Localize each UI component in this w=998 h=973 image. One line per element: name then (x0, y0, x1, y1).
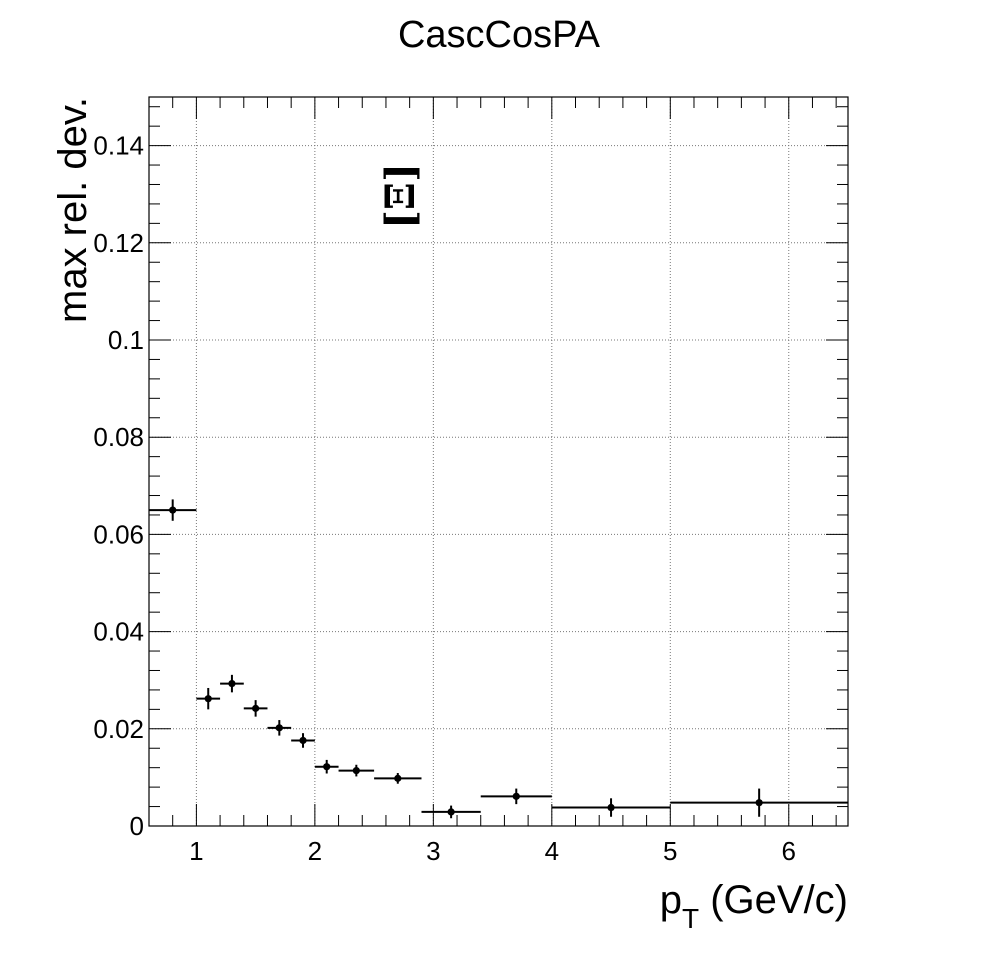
chart-title: CascCosPA (398, 14, 601, 56)
data-point (196, 687, 221, 710)
data-marker (394, 774, 402, 782)
y-tick-label: 0.04 (93, 617, 144, 647)
x-tick-labels: 1 2 3 4 5 6 (189, 836, 796, 866)
y-axis-title: max rel. dev. (51, 97, 95, 323)
data-point (291, 733, 315, 748)
y-tick-label: 0.12 (93, 228, 144, 258)
x-tick-label: 2 (308, 836, 322, 866)
x-axis-title-unit: (GeV/c) (699, 878, 848, 922)
particle-annotation: [Ξ] (377, 163, 424, 229)
data-marker (169, 506, 177, 514)
data-point (220, 674, 244, 693)
y-tick-labels: 0 0.02 0.04 0.06 0.08 0.1 0.12 0.14 (93, 131, 144, 841)
x-tick-label: 4 (545, 836, 559, 866)
x-tick-label: 3 (426, 836, 440, 866)
data-marker (512, 792, 520, 800)
data-point (374, 773, 422, 784)
data-marker (275, 724, 283, 732)
data-point (551, 798, 671, 817)
data-point (267, 720, 292, 736)
x-axis-title-main: p (660, 878, 682, 922)
y-tick-label: 0.06 (93, 519, 144, 549)
axis-ticks (148, 97, 848, 827)
x-tick-label: 5 (663, 836, 677, 866)
x-axis-title: pT (GeV/c) (660, 878, 848, 934)
y-tick-label: 0.02 (93, 714, 144, 744)
x-axis-title-subscript: T (682, 903, 699, 934)
data-marker (204, 695, 212, 703)
y-tick-label: 0.14 (93, 131, 144, 161)
data-marker (607, 803, 615, 812)
data-point (314, 759, 339, 774)
data-marker (252, 704, 260, 712)
data-series (149, 499, 848, 819)
data-point (338, 764, 375, 777)
y-tick-label: 0.08 (93, 422, 144, 452)
data-marker (755, 799, 763, 807)
data-point (421, 805, 481, 819)
data-point (243, 700, 268, 717)
data-marker (352, 766, 360, 775)
data-point (149, 499, 197, 521)
grid (149, 97, 848, 826)
y-tick-label: 0 (130, 811, 144, 841)
data-marker (447, 808, 455, 816)
data-marker (323, 763, 331, 771)
data-point (480, 788, 552, 805)
x-tick-label: 1 (189, 836, 203, 866)
data-marker (228, 680, 236, 688)
data-point (670, 788, 848, 817)
data-marker (299, 736, 307, 745)
y-tick-label: 0.1 (108, 325, 144, 355)
x-tick-label: 6 (782, 836, 796, 866)
plot-frame (148, 96, 849, 827)
